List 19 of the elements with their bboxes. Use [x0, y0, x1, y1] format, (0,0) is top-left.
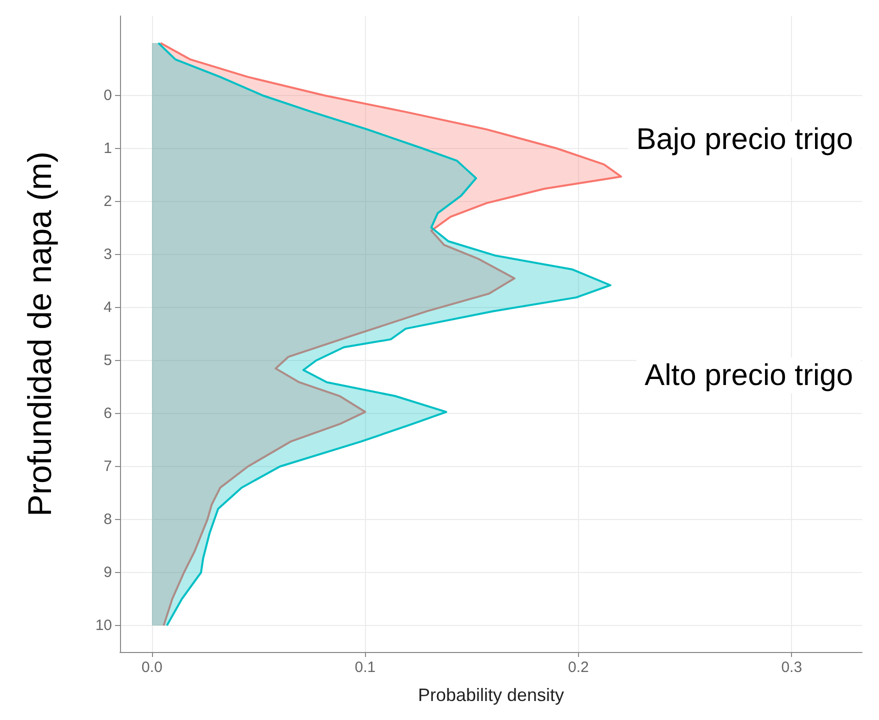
- x-tick-label: 0.1: [354, 659, 376, 676]
- x-tick-label: 0.3: [781, 659, 802, 676]
- x-axis-title: Probability density: [418, 685, 564, 705]
- y-tick-label: 7: [104, 458, 112, 475]
- y-tick-label: 0: [104, 87, 112, 104]
- x-tick-label: 0.0: [142, 659, 162, 676]
- y-tick-label: 1: [104, 140, 112, 157]
- y-tick-label: 3: [104, 246, 112, 263]
- y-tick-label: 10: [95, 617, 112, 634]
- y-tick-label: 4: [104, 299, 112, 316]
- y-axis-title: Profundidad de napa (m): [21, 151, 58, 517]
- y-tick-label: 8: [104, 511, 112, 528]
- y-tick-label: 5: [104, 352, 112, 369]
- y-tick-label: 9: [104, 564, 112, 581]
- y-tick-label: 6: [104, 405, 112, 422]
- text: Alto precio trigo: [644, 358, 854, 392]
- series-label: Bajo precio trigo: [636, 122, 854, 156]
- x-tick-label: 0.2: [568, 659, 589, 676]
- y-tick-label: 2: [104, 193, 112, 210]
